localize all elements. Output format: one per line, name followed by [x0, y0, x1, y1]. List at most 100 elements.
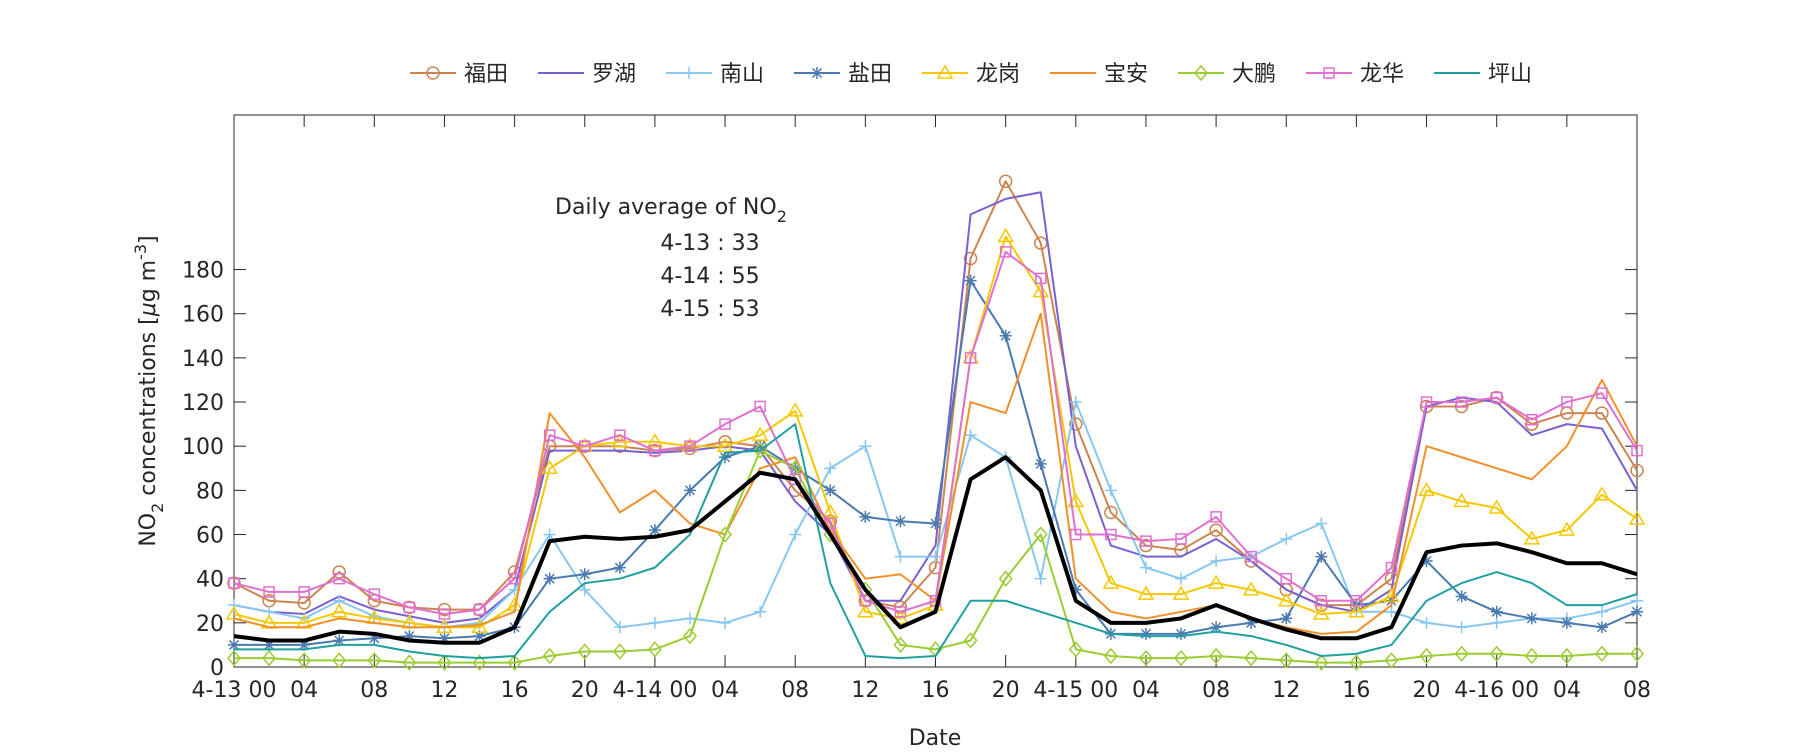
marker	[1210, 511, 1222, 523]
series-line	[234, 423, 1638, 660]
marker	[719, 418, 731, 430]
y-tick-label: 0	[210, 656, 224, 681]
marker	[1172, 585, 1190, 600]
marker	[716, 437, 734, 452]
series-line	[233, 191, 1638, 624]
x-axis-label: Date	[909, 726, 962, 750]
marker	[929, 550, 942, 563]
marker	[298, 586, 310, 598]
marker	[578, 583, 591, 596]
marker	[1453, 492, 1470, 508]
legend-label: 龙华	[1360, 62, 1404, 87]
marker	[1242, 581, 1260, 596]
marker	[1631, 444, 1643, 457]
marker	[999, 329, 1012, 342]
legend-label: 罗湖	[592, 62, 636, 87]
x-tick-label: 4-14 00	[612, 678, 697, 703]
marker	[963, 632, 978, 649]
marker	[1630, 645, 1644, 662]
marker	[857, 603, 874, 618]
marker	[1630, 463, 1644, 478]
x-tick-label: 04	[290, 678, 318, 703]
marker	[541, 459, 558, 475]
legend-label: 福田	[464, 62, 508, 87]
marker	[1631, 594, 1643, 607]
legend-label: 南山	[720, 62, 764, 87]
marker	[1175, 627, 1188, 640]
series-line	[233, 180, 1638, 611]
marker	[1524, 647, 1539, 665]
marker	[1523, 530, 1541, 545]
marker	[1277, 592, 1295, 607]
marker	[811, 67, 823, 79]
y-tick-label: 160	[182, 303, 224, 328]
marker	[1104, 505, 1118, 520]
marker	[1207, 574, 1225, 589]
marker	[614, 429, 626, 441]
marker	[402, 654, 417, 671]
marker	[1419, 399, 1434, 414]
marker	[1314, 598, 1329, 612]
marker	[754, 605, 767, 618]
marker	[332, 652, 347, 669]
marker	[1384, 652, 1399, 669]
marker	[1489, 645, 1504, 662]
marker	[858, 581, 873, 598]
marker	[1139, 561, 1152, 574]
marker	[821, 503, 839, 519]
marker	[1069, 583, 1082, 596]
marker	[1070, 528, 1082, 541]
marker	[298, 638, 311, 651]
marker	[859, 595, 872, 607]
marker	[1595, 605, 1608, 618]
marker	[1280, 532, 1293, 545]
marker	[1561, 396, 1573, 408]
marker	[719, 616, 732, 629]
legend-label: 坪山	[1488, 62, 1532, 87]
marker	[543, 572, 556, 585]
marker	[262, 650, 277, 667]
marker	[437, 602, 452, 617]
marker	[1595, 621, 1608, 634]
marker	[1140, 535, 1152, 547]
marker	[1313, 605, 1330, 620]
y-label-part: g m	[136, 260, 161, 302]
annotation-part: Daily average of NO	[555, 195, 777, 220]
marker	[437, 654, 452, 671]
marker	[1279, 652, 1294, 669]
marker	[1420, 616, 1433, 629]
marker	[1138, 650, 1153, 667]
marker	[1034, 457, 1047, 470]
marker	[683, 612, 696, 625]
y-axis-label: NO2 concentrations [μg m-3]	[131, 235, 167, 546]
x-tick-label: 4-15 00	[1033, 678, 1118, 703]
x-tick-label: 04	[711, 678, 739, 703]
marker	[684, 440, 696, 452]
marker	[1315, 550, 1328, 563]
y-tick-label: 40	[196, 568, 224, 593]
x-tick-label: 12	[1272, 678, 1300, 703]
marker	[508, 572, 521, 585]
marker	[1104, 484, 1117, 497]
marker	[612, 643, 627, 660]
marker	[1525, 612, 1538, 625]
marker	[1631, 605, 1643, 618]
marker	[648, 616, 661, 629]
legend-label: 宝安	[1104, 62, 1148, 87]
marker	[613, 561, 626, 574]
marker	[1350, 595, 1363, 607]
marker	[647, 641, 662, 658]
marker	[718, 435, 732, 449]
x-tick-label: 08	[781, 678, 809, 703]
marker	[367, 652, 382, 669]
marker	[1174, 650, 1189, 667]
y-label-sup: -3	[131, 244, 150, 260]
marker	[1210, 621, 1223, 634]
marker	[964, 352, 977, 364]
x-tick-label: 12	[851, 678, 879, 703]
marker	[1033, 526, 1048, 543]
annotation-line: 4-14 : 55	[660, 264, 759, 289]
marker	[330, 603, 348, 618]
marker	[1032, 283, 1050, 298]
